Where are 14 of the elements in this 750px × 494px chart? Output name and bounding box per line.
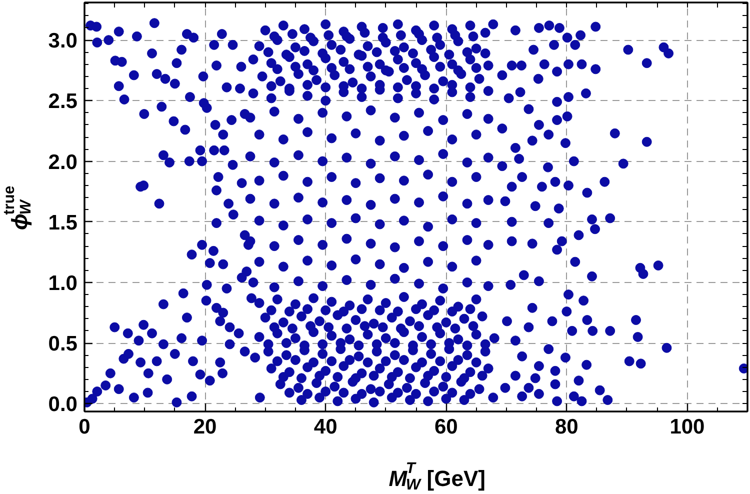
y-tick-label: 0.5 <box>48 332 78 356</box>
x-tick-label: 100 <box>670 416 705 438</box>
x-tick-label: 40 <box>314 416 338 438</box>
y-tick-label: 1.0 <box>48 272 78 295</box>
y-tick-label: 2.5 <box>48 90 78 114</box>
y-tick-label: 1.5 <box>48 211 78 234</box>
x-tick-label: 20 <box>193 416 217 438</box>
x-tick-label: 80 <box>555 416 578 438</box>
y-tick-label: 2.0 <box>48 150 78 174</box>
y-tick-label: 0.0 <box>48 393 78 416</box>
y-tick-label: 3.0 <box>48 30 78 53</box>
y-axis-title: ϕWtrue <box>1 185 35 230</box>
x-tick-label: 60 <box>434 416 458 438</box>
x-tick-label: 0 <box>78 416 90 438</box>
